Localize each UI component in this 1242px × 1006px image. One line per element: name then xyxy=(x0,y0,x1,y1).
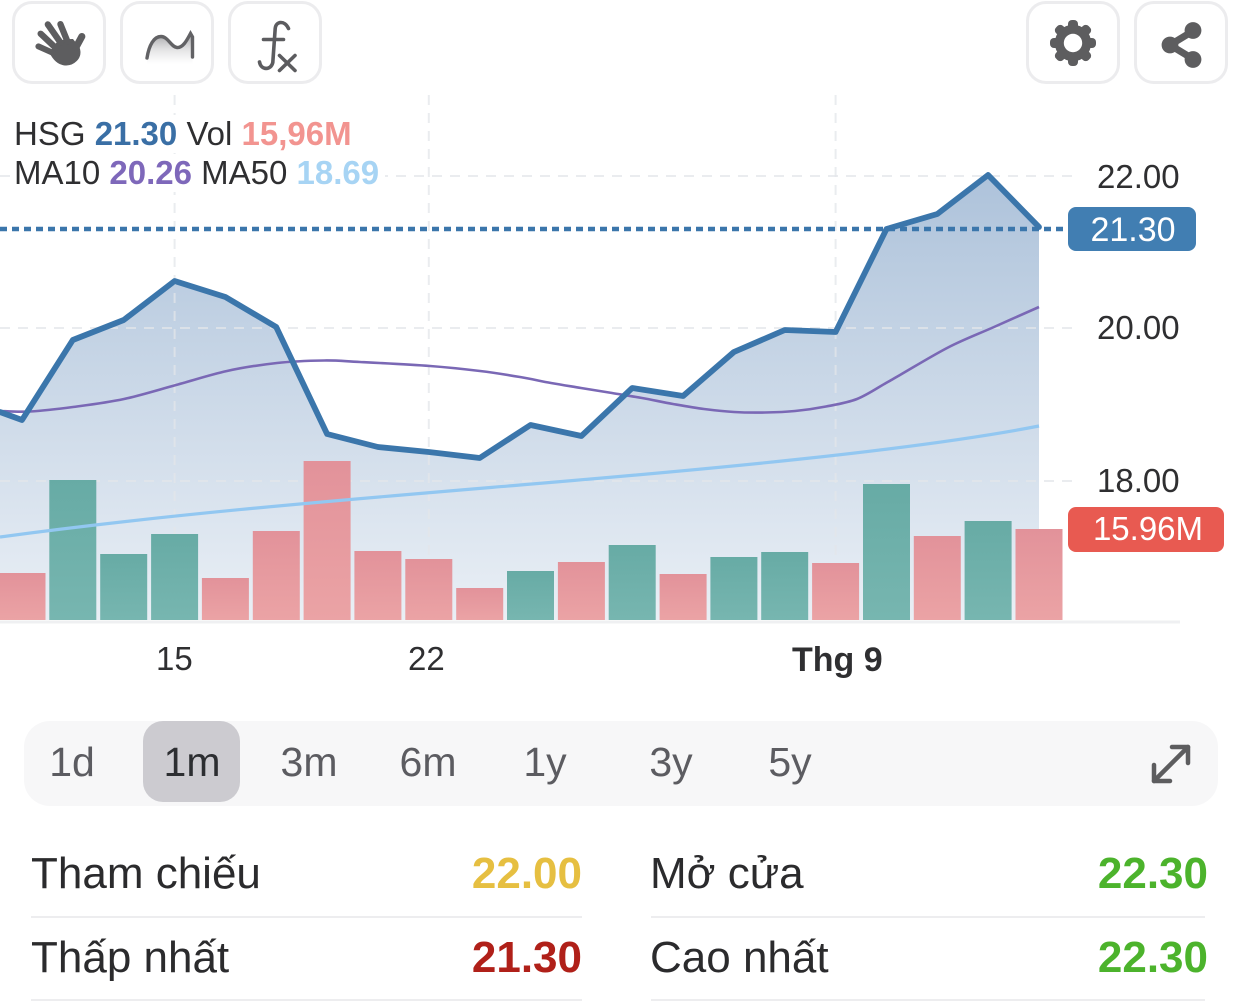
svg-text:22.00: 22.00 xyxy=(1097,158,1180,195)
svg-text:18.00: 18.00 xyxy=(1097,462,1180,499)
svg-text:20.00: 20.00 xyxy=(1097,309,1180,346)
svg-text:15.96M: 15.96M xyxy=(1093,510,1203,547)
svg-text:Thg 9: Thg 9 xyxy=(792,641,883,679)
svg-text:21.30: 21.30 xyxy=(1090,211,1175,249)
svg-text:22: 22 xyxy=(408,640,445,677)
svg-text:15: 15 xyxy=(156,640,193,677)
